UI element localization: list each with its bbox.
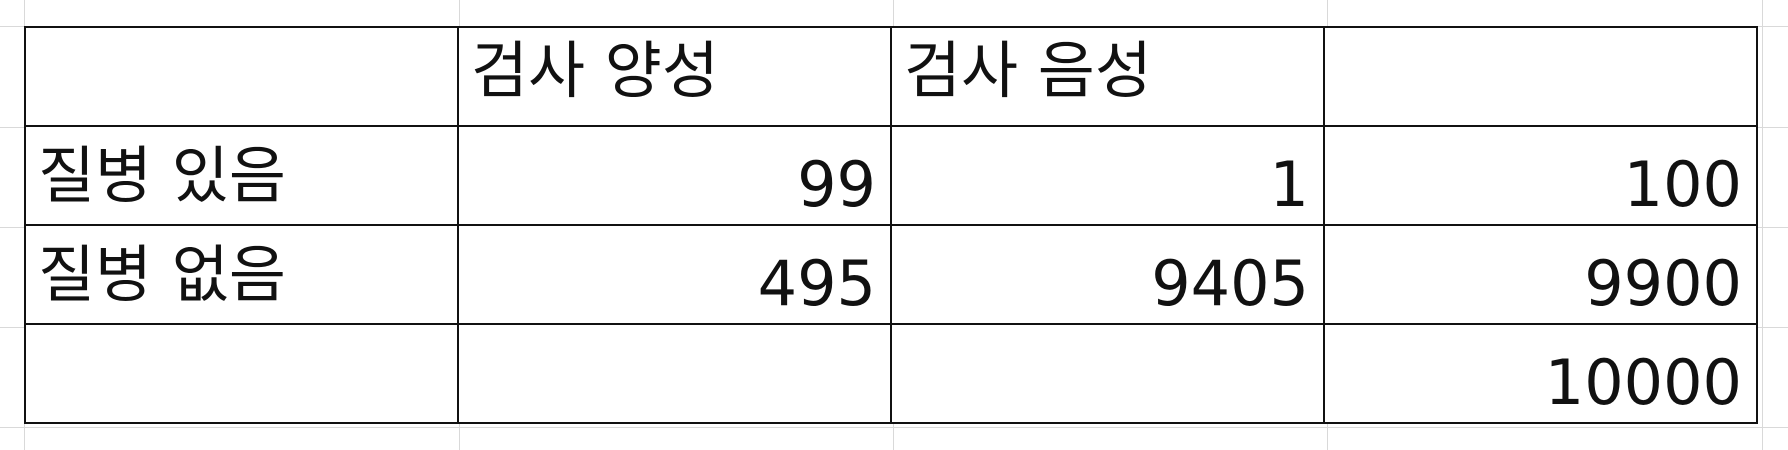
cell-d2[interactable]: 100	[1323, 125, 1758, 226]
cell-b2[interactable]: 99	[457, 125, 892, 226]
table-row: 질병 있음 99 1 100	[24, 125, 1758, 226]
contingency-table: 검사 양성 검사 음성 질병 있음 99 1 100 질병 없음 495 940…	[24, 26, 1758, 424]
cell-a2-disease-present[interactable]: 질병 있음	[24, 125, 459, 226]
table-row: 질병 없음 495 9405 9900	[24, 224, 1758, 325]
cell-c1-test-negative[interactable]: 검사 음성	[890, 26, 1325, 127]
table-row: 10000	[24, 323, 1758, 424]
cell-b4[interactable]	[457, 323, 892, 424]
cell-b3[interactable]: 495	[457, 224, 892, 325]
cell-d1[interactable]	[1323, 26, 1758, 127]
cell-b1-test-positive[interactable]: 검사 양성	[457, 26, 892, 127]
cell-a4[interactable]	[24, 323, 459, 424]
cell-c4[interactable]	[890, 323, 1325, 424]
cell-a1[interactable]	[24, 26, 459, 127]
cell-a3-disease-absent[interactable]: 질병 없음	[24, 224, 459, 325]
cell-c2[interactable]: 1	[890, 125, 1325, 226]
cell-d3[interactable]: 9900	[1323, 224, 1758, 325]
cell-d4-grand-total[interactable]: 10000	[1323, 323, 1758, 424]
header-row: 검사 양성 검사 음성	[24, 26, 1758, 127]
gridline	[1762, 0, 1763, 450]
cell-c3[interactable]: 9405	[890, 224, 1325, 325]
gridline	[0, 427, 1788, 428]
